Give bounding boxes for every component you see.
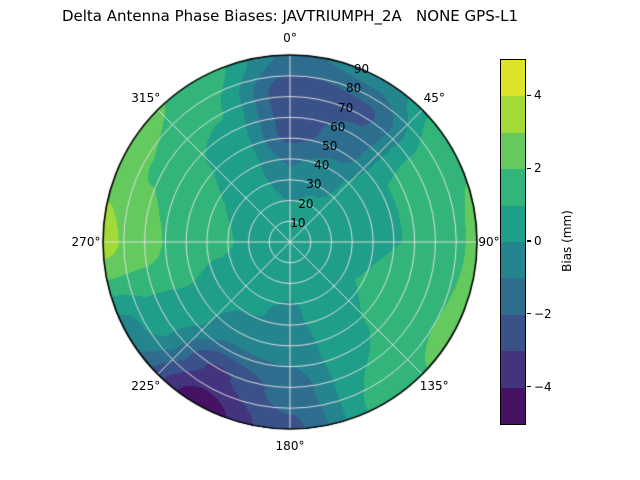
colorbar <box>500 59 526 425</box>
colorbar-band <box>501 205 525 243</box>
colorbar-band <box>501 169 525 206</box>
colorbar-band <box>501 314 525 352</box>
colorbar-band <box>501 278 525 315</box>
colorbar-band <box>501 132 525 170</box>
colorbar-band <box>501 96 525 133</box>
colorbar-band <box>501 351 525 388</box>
colorbar-band <box>501 387 525 425</box>
colorbar-band <box>501 242 525 279</box>
colorbar-band <box>501 60 525 97</box>
colorbar-axis-label: Bias (mm) <box>560 210 574 272</box>
